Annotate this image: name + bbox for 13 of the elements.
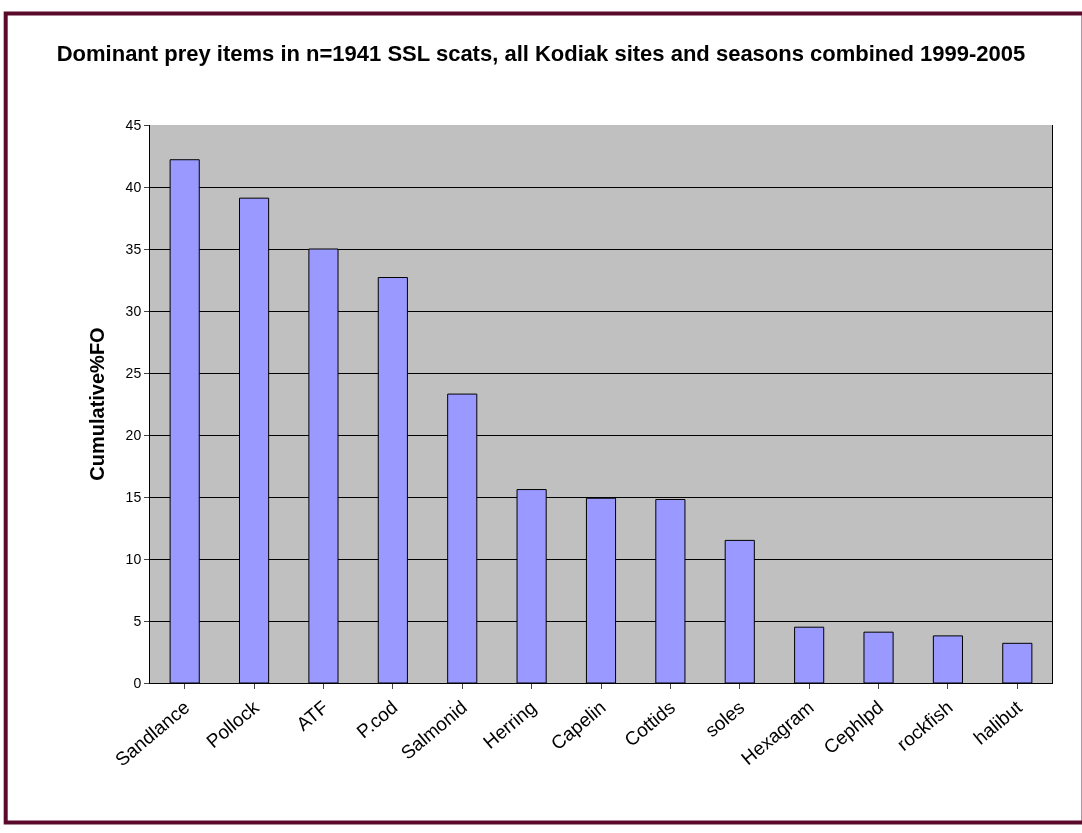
y-tick-label: 45 xyxy=(125,116,142,133)
x-tick-label: ATF xyxy=(292,696,333,735)
y-axis-title: Cumulative%FO xyxy=(86,327,109,481)
y-tick-label: 15 xyxy=(125,488,142,505)
y-tick-label: 20 xyxy=(125,426,142,443)
chart-title: Dominant prey items in n=1941 SSL scats, all Kodiak sites and seasons combined 1999-2005 xyxy=(56,41,1026,67)
y-tick-label: 0 xyxy=(133,674,142,691)
y-tick-label: 40 xyxy=(125,178,142,195)
y-tick-label: 30 xyxy=(125,302,142,319)
y-tick-label: 5 xyxy=(133,612,142,629)
y-tick-label: 10 xyxy=(125,550,142,567)
y-tick-label: 25 xyxy=(125,364,142,381)
y-tick-label: 35 xyxy=(125,240,142,257)
